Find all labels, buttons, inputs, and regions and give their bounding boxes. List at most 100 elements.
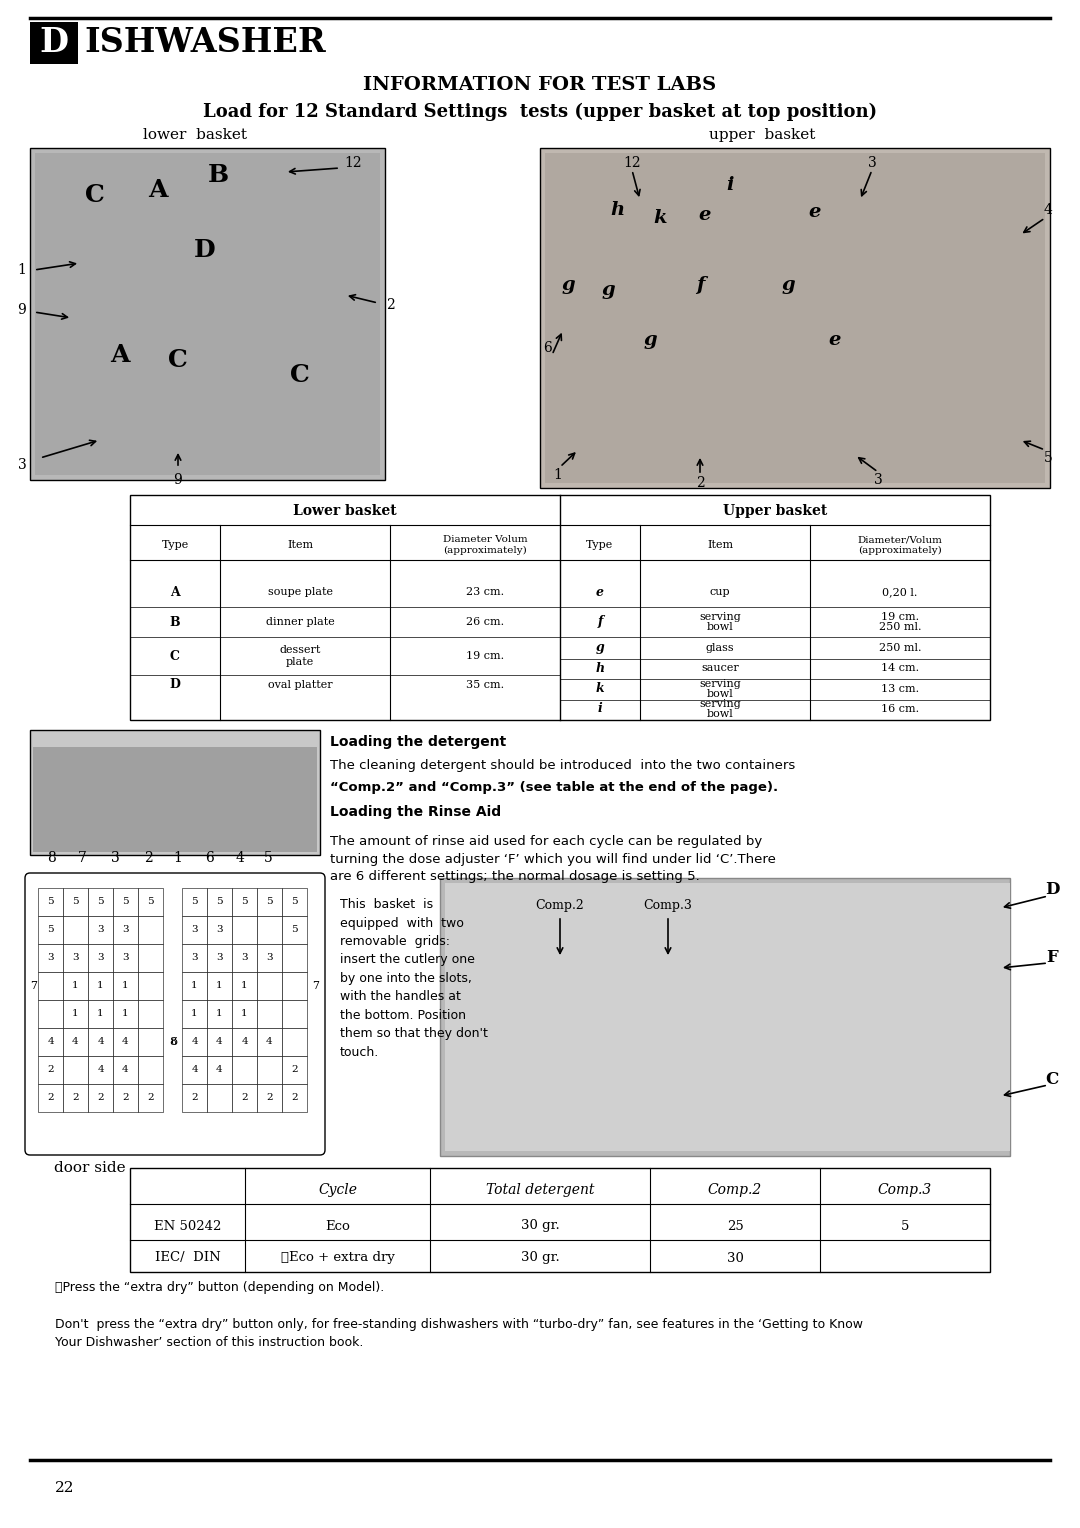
Text: 2: 2: [266, 1094, 273, 1103]
Text: A: A: [110, 342, 130, 367]
Text: IEC/  DIN: IEC/ DIN: [154, 1251, 220, 1265]
Text: 1: 1: [97, 1010, 104, 1019]
Text: ⲫEco + extra dry: ⲫEco + extra dry: [281, 1251, 394, 1265]
Text: 5: 5: [97, 897, 104, 906]
Text: 5: 5: [216, 897, 222, 906]
Bar: [63, 1028, 87, 1056]
Text: 2: 2: [241, 1094, 247, 1103]
Bar: [183, 888, 207, 915]
Text: 4: 4: [191, 1038, 198, 1047]
Text: Loading the detergent: Loading the detergent: [330, 735, 507, 749]
Text: Cycle: Cycle: [318, 1183, 357, 1196]
Bar: [282, 972, 307, 999]
Text: 2: 2: [696, 477, 704, 490]
Text: Item: Item: [707, 539, 733, 550]
Text: 1: 1: [191, 1010, 198, 1019]
Bar: [282, 1083, 307, 1112]
Text: 5: 5: [241, 897, 247, 906]
Text: upper  basket: upper basket: [708, 128, 815, 142]
Bar: [257, 944, 282, 972]
Text: Upper basket: Upper basket: [723, 504, 827, 518]
Text: 30 gr.: 30 gr.: [521, 1219, 559, 1233]
Text: C: C: [1045, 1071, 1058, 1088]
Bar: [38, 944, 63, 972]
Text: g: g: [562, 277, 575, 293]
Bar: [232, 972, 257, 999]
Text: D: D: [194, 238, 216, 261]
Bar: [87, 1083, 113, 1112]
Text: 4: 4: [216, 1038, 222, 1047]
Text: 5: 5: [264, 851, 272, 865]
Bar: [183, 1028, 207, 1056]
Bar: [130, 1167, 990, 1271]
Text: 1: 1: [191, 981, 198, 990]
Text: i: i: [597, 703, 603, 715]
Bar: [33, 747, 318, 853]
Bar: [257, 1056, 282, 1083]
Bar: [113, 999, 138, 1028]
Bar: [207, 1028, 232, 1056]
Bar: [138, 972, 163, 999]
Text: 7: 7: [30, 981, 38, 992]
Bar: [63, 972, 87, 999]
Bar: [207, 915, 232, 944]
Bar: [113, 888, 138, 915]
Text: e: e: [828, 332, 841, 348]
Text: EN 50242: EN 50242: [153, 1219, 221, 1233]
Bar: [183, 1056, 207, 1083]
Text: 5: 5: [48, 897, 54, 906]
Text: Total detergent: Total detergent: [486, 1183, 594, 1196]
Text: h: h: [595, 662, 605, 674]
Text: 2: 2: [97, 1094, 104, 1103]
Text: 12: 12: [623, 156, 640, 170]
Text: 3: 3: [874, 474, 882, 487]
Bar: [113, 1028, 138, 1056]
Text: e: e: [809, 203, 821, 222]
Bar: [207, 1083, 232, 1112]
Text: 3: 3: [216, 926, 222, 935]
Text: 25: 25: [727, 1219, 743, 1233]
Bar: [113, 1083, 138, 1112]
Text: 19 cm.
250 ml.: 19 cm. 250 ml.: [879, 611, 921, 633]
Bar: [183, 1083, 207, 1112]
Text: Comp.3: Comp.3: [644, 900, 692, 912]
Bar: [63, 944, 87, 972]
Text: glass: glass: [705, 643, 734, 652]
Text: lower  basket: lower basket: [143, 128, 247, 142]
Text: Comp.2: Comp.2: [707, 1183, 762, 1196]
Text: 3: 3: [17, 458, 26, 472]
Text: 4: 4: [191, 1065, 198, 1074]
Bar: [282, 1056, 307, 1083]
Bar: [63, 999, 87, 1028]
Bar: [282, 1028, 307, 1056]
Text: 9: 9: [17, 303, 26, 316]
Text: h: h: [610, 202, 624, 219]
Text: 5: 5: [292, 897, 298, 906]
Text: D: D: [1044, 882, 1059, 898]
Bar: [257, 972, 282, 999]
Text: 5: 5: [1043, 451, 1052, 465]
Text: The amount of rinse aid used for each cycle can be regulated by
turning the dose: The amount of rinse aid used for each cy…: [330, 834, 775, 883]
Text: 3: 3: [110, 851, 120, 865]
Text: 1: 1: [216, 981, 222, 990]
Text: k: k: [596, 683, 605, 695]
Bar: [207, 972, 232, 999]
Bar: [87, 999, 113, 1028]
Text: 1: 1: [97, 981, 104, 990]
Bar: [282, 915, 307, 944]
Text: serving
bowl: serving bowl: [699, 698, 741, 720]
Text: Comp.2: Comp.2: [536, 900, 584, 912]
Bar: [207, 944, 232, 972]
Text: 3: 3: [216, 953, 222, 963]
Text: 0,20 l.: 0,20 l.: [882, 587, 918, 597]
Text: 3: 3: [122, 953, 129, 963]
Bar: [282, 944, 307, 972]
Bar: [63, 915, 87, 944]
Bar: [63, 1083, 87, 1112]
Bar: [232, 915, 257, 944]
Bar: [113, 915, 138, 944]
Bar: [130, 495, 990, 720]
Bar: [38, 1083, 63, 1112]
Text: 4: 4: [235, 851, 244, 865]
Text: 1: 1: [122, 1010, 129, 1019]
